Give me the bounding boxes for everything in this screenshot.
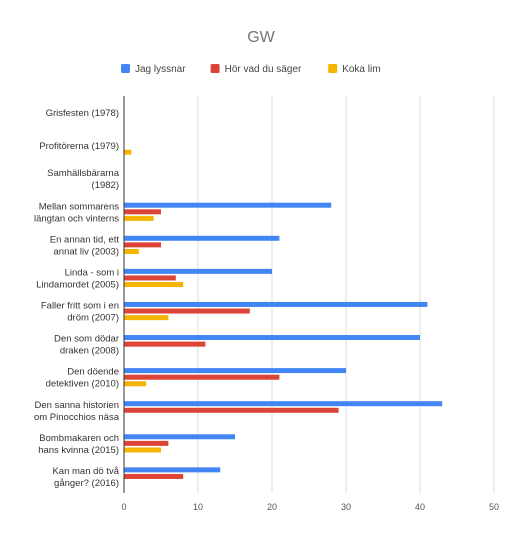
x-tick-label: 50	[489, 502, 499, 512]
bars	[124, 149, 443, 479]
bar	[124, 209, 161, 215]
legend-swatch	[121, 64, 130, 73]
bar	[124, 235, 280, 241]
x-tick-label: 10	[193, 502, 203, 512]
bar	[124, 381, 147, 387]
bar	[124, 447, 161, 453]
gridlines	[197, 96, 495, 493]
bar	[124, 308, 250, 314]
x-tick-label: 20	[267, 502, 277, 512]
category-label: Den sanna historien om Pinocchios näsa	[34, 400, 120, 423]
bar	[124, 440, 169, 446]
bar	[124, 215, 154, 221]
legend: Jag lyssnar Hör vad du säger Koka lim	[121, 64, 381, 75]
bar	[124, 315, 169, 321]
bar	[124, 242, 161, 248]
category-label: Kan man dö två gånger? (2016)	[52, 466, 119, 489]
bar	[124, 282, 184, 288]
legend-item-0: Jag lyssnar	[121, 64, 186, 75]
category-label: Bombmakaren och hans kvinna (2015)	[38, 433, 119, 456]
bar	[124, 268, 272, 274]
bar	[124, 434, 235, 440]
bar	[124, 374, 280, 380]
category-label: Grisfesten (1978)	[46, 108, 119, 119]
x-axis-ticks: 0 10 20 30 40 50	[121, 502, 499, 512]
legend-item-1: Hör vad du säger	[210, 64, 302, 75]
legend-label: Hör vad du säger	[225, 64, 302, 75]
category-label: En annan tid, ett annat liv (2003)	[50, 234, 120, 257]
bar	[124, 467, 221, 473]
bar	[124, 301, 428, 307]
category-label: Samhällsbärarna (1982)	[47, 168, 120, 191]
category-labels: Grisfesten (1978) Profitörerna (1979) Samh…	[34, 108, 120, 489]
bar	[124, 368, 346, 374]
chart-title: GW	[247, 29, 275, 46]
legend-label: Koka lim	[342, 64, 380, 75]
x-tick-label: 40	[415, 502, 425, 512]
category-label: Profitörerna (1979)	[39, 141, 119, 152]
bar	[124, 407, 339, 413]
category-label: Mellan sommarens längtan och vinterns	[34, 201, 119, 224]
category-label: Faller fritt som i en dröm (2007)	[41, 301, 119, 324]
category-label: Linda - som i Lindamordet (2005)	[36, 267, 119, 290]
x-tick-label: 30	[341, 502, 351, 512]
x-tick-label: 0	[121, 502, 126, 512]
bar	[124, 149, 132, 155]
legend-label: Jag lyssnar	[135, 64, 186, 75]
legend-swatch	[210, 64, 220, 73]
bar	[124, 473, 184, 479]
bar	[124, 275, 176, 281]
category-label: Den döende detektiven (2010)	[46, 367, 119, 390]
bar	[124, 202, 332, 208]
bar	[124, 335, 420, 341]
legend-swatch	[328, 64, 338, 73]
bar	[124, 248, 139, 254]
category-label: Den som dödar draken (2008)	[54, 334, 119, 357]
bar	[124, 341, 206, 347]
legend-item-2: Koka lim	[328, 64, 381, 75]
bar	[124, 401, 443, 407]
